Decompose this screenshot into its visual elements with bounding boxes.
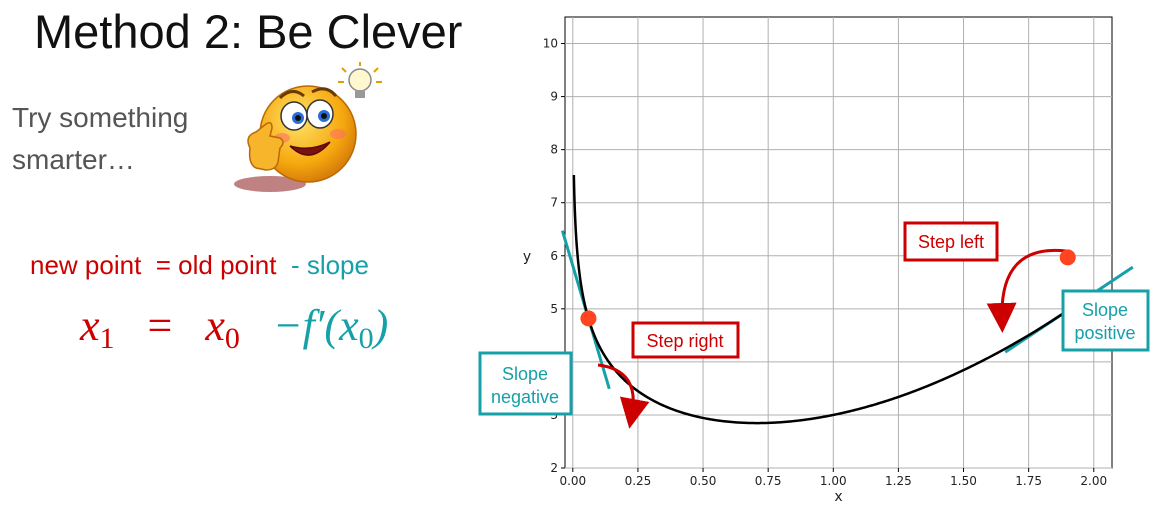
x1-symbol: x1 (80, 301, 115, 355)
slope-negative-line-1: Slope (502, 364, 548, 384)
x-tick-label: 0.75 (755, 474, 782, 488)
x-axis-label: x (834, 489, 842, 505)
derivative-term: −f′(x0) (272, 301, 389, 355)
slide-title: Method 2: Be Clever (34, 5, 463, 58)
y-tick-label: 6 (550, 249, 558, 263)
slope-positive-line-1: Slope (1082, 300, 1128, 320)
plot-frame (564, 16, 1113, 469)
evaluation-point (1059, 249, 1076, 266)
slope-positive-line-2: positive (1074, 323, 1135, 343)
update-rule-words: new point = old point - slope (30, 250, 369, 281)
slope-negative-callout: Slope negative (478, 351, 573, 416)
evaluation-point (580, 310, 597, 327)
step-right-label: Step right (646, 331, 723, 351)
y-tick-label: 7 (550, 196, 558, 210)
subtitle-line-1: Try something (12, 102, 189, 133)
slope-negative-line-2: negative (491, 387, 559, 407)
x-tick-label: 1.00 (820, 474, 847, 488)
thinking-thumbs-up-emoji-icon (234, 62, 382, 192)
new-point-label: new point (30, 250, 142, 280)
y-tick-label: 2 (550, 461, 558, 475)
y-axis-label: y (523, 249, 531, 265)
x-tick-label: 1.75 (1015, 474, 1042, 488)
y-tick-label: 9 (550, 90, 558, 104)
y-tick-label: 8 (550, 143, 558, 157)
grid (564, 16, 1113, 469)
x-tick-label: 0.25 (625, 474, 652, 488)
x-tick-label: 0.00 (559, 474, 586, 488)
function-curve (572, 175, 1095, 425)
x-tick-label: 0.50 (690, 474, 717, 488)
step-left-callout: Step left (903, 221, 999, 262)
x-tick-label: 2.00 (1080, 474, 1107, 488)
step-right-callout: Step right (631, 321, 740, 359)
subtitle-line-2: smarter… (12, 144, 135, 175)
slope-label: - slope (290, 250, 369, 280)
step-right-arrow (597, 363, 650, 429)
update-rule-formula: x1 = x0 −f′(x0) (80, 300, 388, 356)
old-point-label: = old point (155, 250, 277, 280)
y-tick-label: 5 (550, 302, 558, 316)
slope-positive-callout: Slope positive (1061, 289, 1150, 352)
equals-sign: = (147, 301, 173, 350)
x-tick-label: 1.50 (950, 474, 977, 488)
y-tick-label: 10 (543, 37, 558, 51)
lightbulb-icon (338, 62, 382, 98)
step-left-arrow (986, 248, 1067, 333)
step-left-label: Step left (918, 232, 984, 252)
x0-symbol: x0 (205, 301, 240, 355)
x-tick-label: 1.25 (885, 474, 912, 488)
points (580, 249, 1076, 327)
